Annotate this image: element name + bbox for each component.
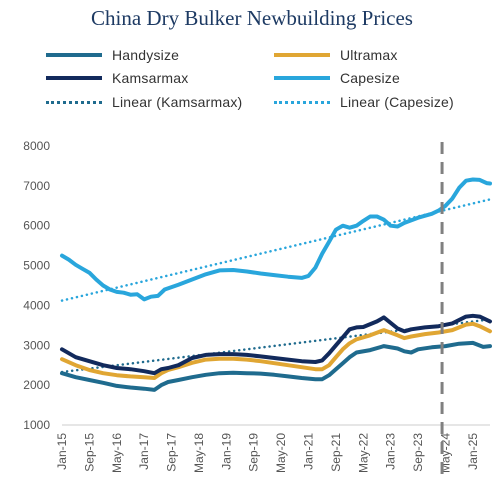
- legend-swatch-kamsarmax: [46, 76, 102, 80]
- x-tick-label: Jan-15: [55, 433, 69, 470]
- x-tick-label: Sep-19: [247, 433, 261, 472]
- y-tick-label: 1000: [23, 418, 50, 432]
- y-tick-label: 6000: [23, 219, 50, 233]
- legend-item-capesize: Capesize: [274, 68, 400, 88]
- series-line-handysize: [60, 340, 492, 392]
- x-tick-label: Jan-17: [137, 433, 151, 470]
- x-tick-label: Jan-21: [302, 433, 316, 470]
- x-tick-label: Jan-23: [384, 433, 398, 470]
- legend-label-capesize: Capesize: [340, 70, 400, 86]
- x-tick-label: May-22: [356, 433, 370, 473]
- y-tick-label: 4000: [23, 298, 50, 312]
- y-tick-label: 8000: [23, 139, 50, 153]
- x-tick-label: May-16: [110, 433, 124, 473]
- series-line-linear-kamsarmax: [60, 318, 492, 374]
- legend-item-ultramax: Ultramax: [274, 45, 398, 65]
- x-tick-label: May-20: [274, 433, 288, 473]
- y-tick-label: 5000: [23, 259, 50, 273]
- x-tick-label: Jan-19: [219, 433, 233, 470]
- legend-label-handysize: Handysize: [112, 47, 180, 63]
- y-tick-label: 7000: [23, 179, 50, 193]
- legend-label-kamsarmax: Kamsarmax: [112, 70, 189, 86]
- x-tick-label: Jan-25: [466, 433, 480, 470]
- axes: 1000 2000 3000 4000 5000 6000 7000 8000 Jan-15 Se…: [23, 139, 490, 473]
- legend-item-linear-kamsarmax: Linear (Kamsarmax): [46, 92, 242, 112]
- y-tick-label: 2000: [23, 378, 50, 392]
- legend-item-linear-capesize: Linear (Capesize): [274, 92, 454, 112]
- x-tick-label: Sep-21: [329, 433, 343, 472]
- legend-label-linear-kamsarmax: Linear (Kamsarmax): [112, 94, 243, 110]
- x-tick-label: May-18: [192, 433, 206, 473]
- x-tick-label: Sep-15: [82, 433, 96, 472]
- x-tick-label: Sep-23: [411, 433, 425, 472]
- series-line-ultramax: [60, 321, 492, 380]
- legend-label-ultramax: Ultramax: [340, 47, 398, 63]
- series-line-capesize: [60, 177, 492, 302]
- legend-swatch-linear-capesize: [274, 100, 330, 104]
- legend-swatch-capesize: [274, 76, 330, 80]
- series-line-kamsarmax: [60, 313, 492, 376]
- legend-swatch-linear-kamsarmax: [46, 100, 102, 104]
- legend-swatch-handysize: [46, 53, 102, 57]
- legend-label-linear-capesize: Linear (Capesize): [340, 94, 454, 110]
- legend-item-handysize: Handysize: [46, 45, 179, 65]
- y-tick-label: 3000: [23, 338, 50, 352]
- x-tick-label: Sep-17: [165, 433, 179, 472]
- series-lines: [60, 177, 492, 392]
- legend-swatch-ultramax: [274, 53, 330, 57]
- legend-item-kamsarmax: Kamsarmax: [46, 68, 188, 88]
- chart-title: China Dry Bulker Newbuilding Prices: [91, 6, 413, 30]
